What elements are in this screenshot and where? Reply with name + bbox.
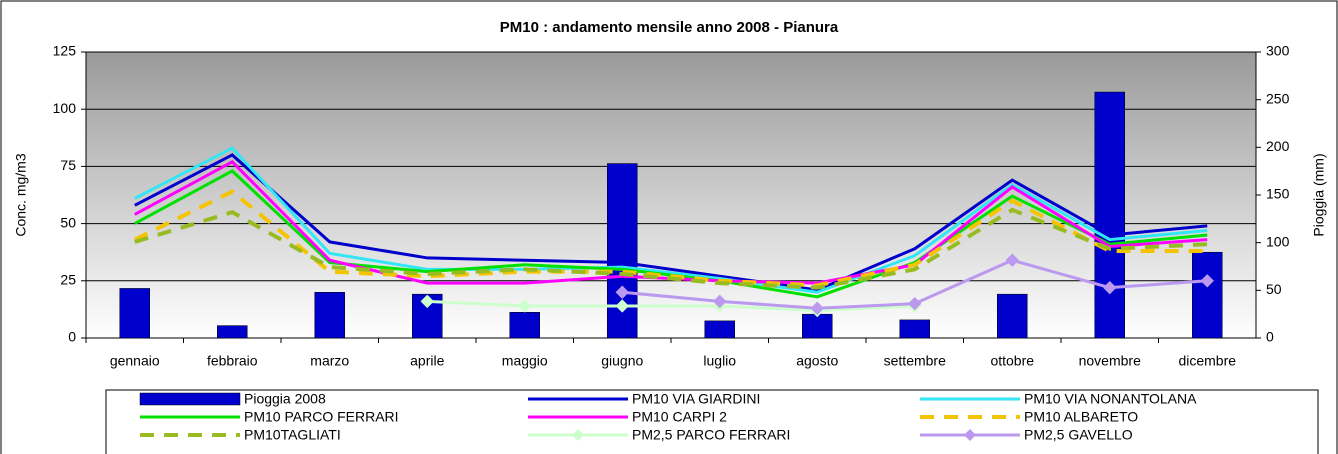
- legend-box: [105, 389, 1319, 454]
- legend-label: PM10TAGLIATI: [244, 427, 341, 443]
- bar: [997, 293, 1028, 339]
- y2-tick-label: 100: [1266, 233, 1290, 249]
- x-tick-label: luglio: [703, 353, 736, 369]
- line: [134, 207, 1208, 290]
- legend-marker: [572, 429, 584, 441]
- chart-title: PM10 : andamento mensile anno 2008 - Pia…: [500, 19, 839, 36]
- y2-tick-label: 300: [1266, 43, 1290, 59]
- y-tick-label: 125: [53, 43, 77, 59]
- y2-tick-label: 50: [1266, 281, 1282, 297]
- legend-label: PM10 VIA GIARDINI: [632, 391, 760, 407]
- marker: [615, 285, 629, 299]
- bar: [704, 320, 735, 339]
- x-tick-label: marzo: [310, 353, 349, 369]
- y2-tick-label: 250: [1266, 90, 1290, 106]
- y-tick-label: 75: [60, 157, 76, 173]
- y-tick-label: 50: [60, 214, 76, 230]
- line: [427, 299, 915, 313]
- legend-label: Pioggia 2008: [244, 391, 326, 407]
- y2-tick-label: 200: [1266, 138, 1290, 154]
- y-axis-label: Conc. mg/m3: [13, 153, 29, 236]
- marker: [1200, 274, 1214, 288]
- line: [133, 189, 1208, 288]
- legend-label: PM10 PARCO FERRARI: [244, 409, 399, 425]
- marker: [1103, 280, 1117, 295]
- legend-label: PM10 ALBARETO: [1024, 409, 1138, 425]
- x-tick-label: maggio: [502, 353, 548, 369]
- x-tick-label: settembre: [884, 353, 946, 369]
- marker: [713, 294, 727, 309]
- legend-label: PM10 VIA NONANTOLANA: [1024, 391, 1197, 407]
- y-tick-label: 25: [60, 272, 76, 288]
- x-tick-label: novembre: [1079, 353, 1141, 369]
- bar: [119, 288, 150, 339]
- marker: [615, 299, 629, 313]
- marker: [420, 294, 434, 309]
- legend-label: PM2,5 PARCO FERRARI: [632, 427, 790, 443]
- bar: [899, 319, 930, 339]
- bar: [1094, 91, 1125, 339]
- x-tick-label: agosto: [796, 353, 838, 369]
- y2-tick-label: 150: [1266, 186, 1290, 202]
- y2-tick-label: 0: [1266, 329, 1274, 345]
- legend-marker: [964, 429, 976, 441]
- line: [134, 153, 1208, 292]
- y-tick-label: 0: [68, 329, 76, 345]
- marker: [810, 301, 824, 315]
- bar: [314, 291, 345, 339]
- marker: [518, 299, 532, 313]
- bar: [1192, 251, 1223, 339]
- marker: [908, 296, 922, 311]
- legend-swatch: [139, 392, 241, 406]
- plot-area: [85, 51, 1257, 339]
- x-tick-label: gennaio: [110, 353, 160, 369]
- x-tick-label: giugno: [601, 353, 643, 369]
- y2-axis-label: Pioggia (mm): [1311, 153, 1327, 236]
- legend-label: PM10 CARPI 2: [632, 409, 727, 425]
- bar: [802, 313, 833, 339]
- x-tick-label: aprile: [410, 353, 444, 369]
- y-tick-label: 100: [53, 100, 77, 116]
- x-tick-label: febbraio: [207, 353, 258, 369]
- legend-label: PM2,5 GAVELLO: [1024, 427, 1133, 443]
- line: [134, 146, 1208, 294]
- x-tick-label: ottobre: [990, 353, 1034, 369]
- x-tick-label: dicembre: [1178, 353, 1236, 369]
- bar: [509, 312, 540, 339]
- marker: [1005, 253, 1019, 267]
- bar: [217, 325, 248, 339]
